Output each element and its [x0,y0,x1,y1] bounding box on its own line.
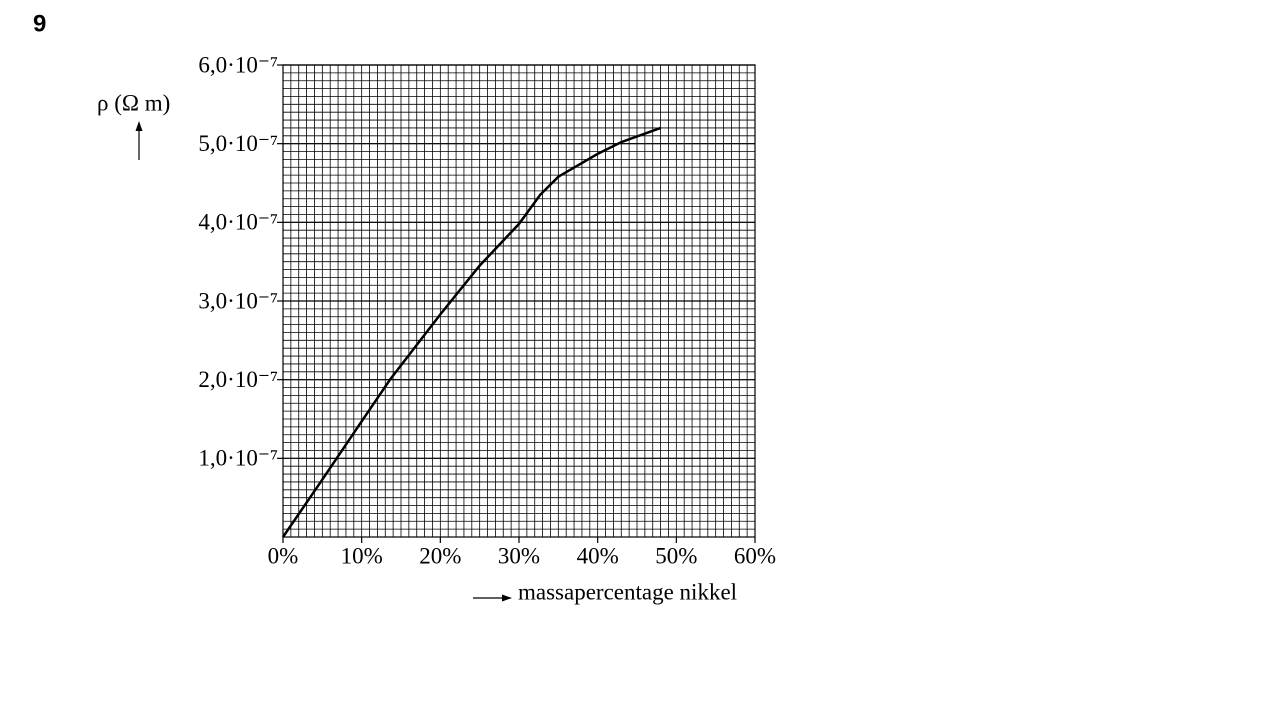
x-tick-label: 40% [577,543,619,568]
x-tick-label: 30% [498,543,540,568]
x-tick-label: 60% [734,543,776,568]
y-tick-label: 5,0·10⁻⁷ [198,131,278,156]
plot-frame [282,64,756,538]
y-tick-label: 3,0·10⁻⁷ [198,288,278,313]
x-axis-label: massapercentage nikkel [518,579,737,604]
y-axis-label: ρ (Ω m) [97,90,170,115]
x-arrow-head [502,594,512,602]
question-number: 9 [33,10,46,37]
y-arrow-head [135,121,143,131]
y-tick-label: 6,0·10⁻⁷ [198,52,278,77]
x-tick-label: 20% [419,543,461,568]
x-tick-label: 10% [341,543,383,568]
data-line [281,126,662,538]
y-tick-label: 2,0·10⁻⁷ [198,367,278,392]
x-tick-label: 50% [655,543,697,568]
y-tick-label: 1,0·10⁻⁷ [198,446,278,471]
x-tick-label: 0% [268,543,299,568]
y-tick-label: 4,0·10⁻⁷ [198,210,278,235]
